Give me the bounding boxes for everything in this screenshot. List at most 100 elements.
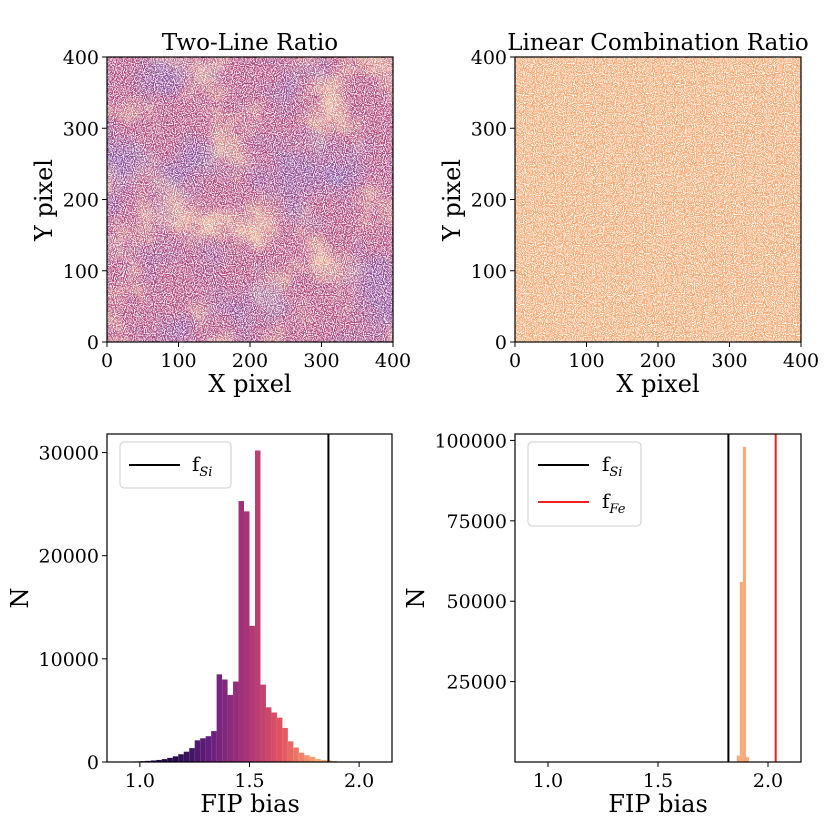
hist-bar xyxy=(742,446,746,762)
heatmap-linear-title: Linear Combination Ratio xyxy=(507,30,809,56)
hist-bar xyxy=(238,501,245,762)
legend-label-ffe: fFe xyxy=(602,489,626,517)
hist-bar xyxy=(320,759,327,762)
hist-bar xyxy=(287,741,294,762)
x-tick-label: 100 xyxy=(568,350,604,372)
hist-linear-ylabel: N xyxy=(402,588,430,609)
x-tick-label: 2.0 xyxy=(753,770,783,792)
x-tick-label: 2.0 xyxy=(344,770,374,792)
hist-bar xyxy=(227,694,234,762)
x-tick-label: 300 xyxy=(303,350,339,372)
y-tick-label: 20000 xyxy=(39,546,99,568)
hist-bar xyxy=(746,757,750,762)
x-tick-label: 200 xyxy=(232,350,268,372)
x-tick-label: 400 xyxy=(783,350,819,372)
hist-two-line-ylabel: N xyxy=(6,588,34,609)
panel-linear-combination-ratio: Linear Combination Ratio 0 100 200 300 400 0 1… xyxy=(438,30,819,398)
hist-bar xyxy=(309,756,316,762)
hist-two-line-bars xyxy=(117,450,354,762)
hist-linear-vlines xyxy=(727,434,777,762)
hist-bar xyxy=(298,752,305,762)
heatmap-linear-speckle xyxy=(515,57,801,342)
hist-two-line-ticks: 1.0 1.5 2.0 0 10000 20000 30000 xyxy=(39,443,375,792)
hist-bar xyxy=(161,759,168,762)
x-tick-label: 300 xyxy=(711,350,747,372)
x-tick-label: 1.0 xyxy=(533,770,563,792)
x-tick-label: 1.5 xyxy=(643,770,673,792)
legend-fsi-main: f xyxy=(192,452,201,476)
heatmap-linear-ticks: 0 100 200 300 400 0 100 200 300 400 xyxy=(471,47,819,372)
y-tick-label: 200 xyxy=(471,190,507,212)
hist-two-line-xlabel: FIP bias xyxy=(200,790,300,818)
hist-bar xyxy=(736,755,740,762)
hist-linear-xlabel: FIP bias xyxy=(608,790,708,818)
y-tick-label: 100 xyxy=(63,261,99,283)
y-tick-label: 75000 xyxy=(447,511,507,533)
hist-linear-ticks: 1.0 1.5 2.0 25000 50000 75000 100000 xyxy=(434,430,783,792)
hist-bar xyxy=(189,748,195,762)
y-tick-label: 10000 xyxy=(39,649,99,671)
legend-ffe-sub: Fe xyxy=(608,502,625,517)
heatmap-two-line-xlabel: X pixel xyxy=(208,370,291,398)
y-tick-label: 0 xyxy=(87,332,99,354)
y-tick-label: 400 xyxy=(63,47,99,69)
y-tick-label: 300 xyxy=(471,118,507,140)
panel-hist-two-line: 1.0 1.5 2.0 0 10000 20000 30000 FIP bias N fSi xyxy=(6,433,393,818)
hist-bar xyxy=(265,707,272,762)
hist-bar xyxy=(249,625,255,762)
x-tick-label: 0 xyxy=(509,350,521,372)
legend-ffe-main: f xyxy=(602,489,611,513)
y-tick-label: 300 xyxy=(63,118,99,140)
heatmap-two-line-speckle xyxy=(107,57,393,342)
hist-bar xyxy=(260,684,266,762)
hist-linear-legend: fSi fFe xyxy=(527,441,642,527)
hist-bar xyxy=(304,755,310,762)
hist-bar xyxy=(739,581,743,762)
heatmap-linear-ylabel: Y pixel xyxy=(438,159,466,242)
heatmap-two-line-ticks: 0 100 200 300 400 0 100 200 300 400 xyxy=(63,47,411,372)
hist-two-line-legend: fSi xyxy=(119,441,232,489)
x-tick-label: 100 xyxy=(160,350,196,372)
y-tick-label: 30000 xyxy=(39,443,99,465)
hist-bar xyxy=(156,759,162,762)
hist-bar xyxy=(282,727,288,762)
x-tick-label: 400 xyxy=(375,350,411,372)
hist-bar xyxy=(216,674,223,762)
y-tick-label: 400 xyxy=(471,47,507,69)
legend-label-fsi: fSi xyxy=(602,452,622,480)
hist-bar xyxy=(293,747,299,762)
hist-bar xyxy=(200,738,206,762)
hist-bar xyxy=(178,754,184,762)
panel-two-line-ratio: Two-Line Ratio 0 100 200 300 400 0 100 200 300 40… xyxy=(30,30,411,398)
hist-bar xyxy=(315,758,321,762)
hist-linear-bars xyxy=(733,446,753,762)
x-tick-label: 0 xyxy=(101,350,113,372)
hist-bar xyxy=(172,756,179,762)
hist-bar xyxy=(194,740,201,762)
y-tick-label: 0 xyxy=(87,752,99,774)
legend-fsi-sub: Si xyxy=(199,465,212,480)
y-tick-label: 25000 xyxy=(447,672,507,694)
hist-bar xyxy=(183,751,190,762)
x-tick-label: 200 xyxy=(640,350,676,372)
y-tick-label: 50000 xyxy=(447,591,507,613)
y-tick-label: 0 xyxy=(495,332,507,354)
hist-bar xyxy=(167,757,173,762)
x-tick-label: 1.5 xyxy=(234,770,264,792)
heatmap-two-line-title: Two-Line Ratio xyxy=(162,30,338,56)
hist-bar xyxy=(244,511,250,762)
hist-bar xyxy=(271,712,277,762)
x-tick-label: 1.0 xyxy=(125,770,155,792)
heatmap-two-line-ylabel: Y pixel xyxy=(30,159,58,242)
hist-bar xyxy=(150,760,157,762)
heatmap-linear-xlabel: X pixel xyxy=(616,370,699,398)
hist-bar xyxy=(205,736,212,762)
legend-label-fsi: fSi xyxy=(192,452,212,480)
hist-bar xyxy=(233,681,239,762)
y-tick-label: 200 xyxy=(63,190,99,212)
legend-fsi-main: f xyxy=(602,452,611,476)
hist-bar xyxy=(254,450,261,762)
y-tick-label: 100000 xyxy=(434,430,507,452)
